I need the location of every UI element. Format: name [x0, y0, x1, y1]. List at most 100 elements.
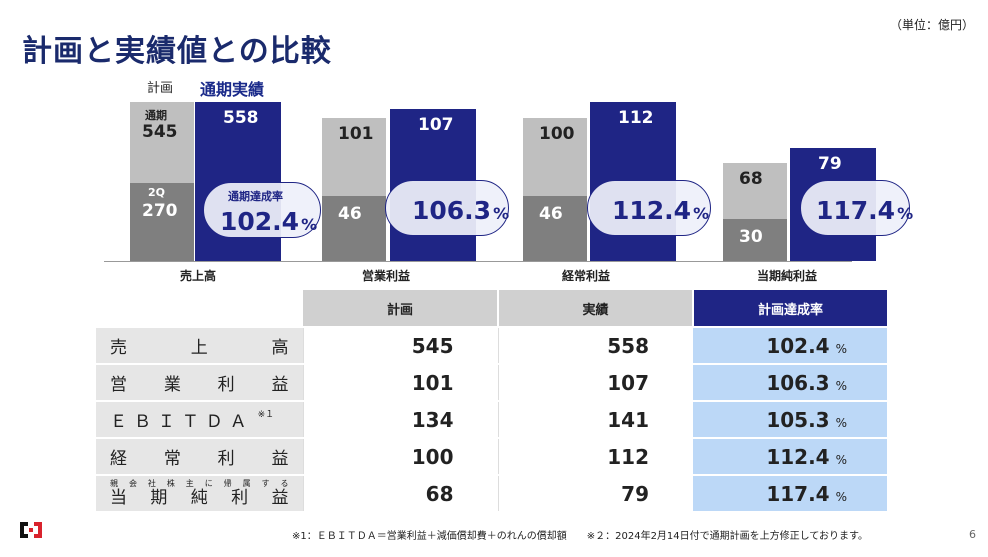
plan-value: 68	[739, 169, 763, 189]
row-label-text: 経常利益	[110, 444, 289, 469]
label-char: 株	[166, 478, 175, 488]
actual-value: 558	[223, 108, 259, 128]
row-label-text: 売上高	[110, 333, 289, 358]
row-label: 経常利益	[96, 438, 303, 476]
category-label: 営業利益	[361, 269, 410, 283]
label-char: 属	[242, 478, 251, 488]
label-char: す	[261, 478, 270, 488]
footnote: ※1：ＥＢＩＴＤＡ＝営業利益＋減価償却費＋のれんの償却額 ※２：2024年2月1…	[292, 531, 869, 542]
label-char: Ｂ	[133, 412, 151, 432]
label-char: 高	[271, 338, 289, 358]
comparison-table: 計画 実績 計画達成率 売上高 545 558 102.4% 営業利益 101 107 106…	[96, 290, 887, 513]
label-char: に	[204, 478, 213, 488]
plan-bar	[130, 102, 194, 183]
plan-2q-value: 46	[338, 204, 362, 224]
label-char: 期	[150, 487, 168, 508]
label-char: 上	[190, 338, 208, 358]
legend-plan: 計画	[147, 81, 174, 96]
percent-sign: %	[835, 415, 847, 430]
logo-mark-icon	[20, 522, 42, 538]
achievement-pill	[203, 182, 321, 238]
actual-cell: 112	[497, 438, 693, 476]
rate-cell: 112.4%	[693, 438, 887, 476]
rate-number: 106.3	[412, 196, 492, 225]
plan-2q-value: 46	[539, 204, 563, 224]
label-char: Ｉ	[157, 412, 175, 432]
actual-cell: 141	[497, 401, 693, 439]
plan-value: 100	[539, 124, 575, 144]
rate-cell: 106.3%	[693, 364, 887, 402]
category-label: 経常利益	[561, 269, 610, 283]
table-header-row: 計画 実績 計画達成率	[96, 290, 887, 328]
category-label: 売上高	[179, 269, 216, 283]
table-row: 営業利益 101 107 106.3%	[96, 364, 887, 402]
plan-value: 545	[142, 122, 178, 142]
rate-cell: 117.4%	[693, 475, 887, 513]
label-char: 親	[110, 478, 118, 488]
footnote-ref: ※１	[257, 410, 275, 420]
label-char: 当	[110, 487, 127, 508]
label-char: 主	[185, 478, 194, 488]
label-char: 経	[110, 449, 127, 469]
rate-number: 106.3	[766, 370, 830, 395]
legend-actual: 通期実績	[200, 80, 265, 99]
label-char: 益	[271, 487, 289, 508]
achievement-rate: 112.4%	[612, 196, 709, 225]
category-label: 当期純利益	[756, 269, 817, 283]
table-header-plan: 計画	[303, 290, 499, 328]
rate-number: 117.4	[816, 196, 896, 225]
table-header-blank	[96, 290, 303, 328]
achievement-pill	[587, 180, 711, 236]
table-row: 経常利益 100 112 112.4%	[96, 438, 887, 476]
label-char: 業	[163, 375, 181, 395]
rate-number: 105.3	[766, 407, 830, 432]
actual-cell: 107	[497, 364, 693, 402]
label-char: 社	[147, 478, 156, 488]
plan-full-year-label: 通期	[145, 109, 167, 122]
rate-number: 102.4	[766, 333, 830, 358]
label-char: 利	[231, 487, 249, 508]
label-char: 利	[217, 375, 235, 395]
plan-cell: 134	[302, 401, 498, 439]
label-char: 常	[163, 449, 181, 469]
rate-number: 112.4	[766, 444, 830, 469]
achievement-rate: 102.4%	[220, 207, 317, 236]
row-label: 売上高	[96, 327, 303, 365]
chart-baseline	[104, 261, 852, 262]
actual-value: 112	[618, 108, 654, 128]
percent-sign: %	[835, 378, 847, 393]
row-label-text: 当期純利益	[110, 487, 289, 508]
row-label-prefix: 親会社株主に帰属する	[110, 478, 289, 489]
achievement-rate: 117.4%	[816, 196, 913, 225]
table-row: 売上高 545 558 102.4%	[96, 327, 887, 365]
actual-cell: 558	[497, 327, 693, 365]
plan-2q-bar	[322, 196, 386, 261]
plan-2q-bar	[130, 183, 194, 261]
percent-sign: %	[301, 215, 318, 234]
percent-sign: %	[897, 204, 914, 223]
row-label-text: 営業利益	[110, 370, 289, 395]
percent-sign: %	[835, 341, 847, 356]
label-char: Ａ	[229, 412, 247, 432]
label-char: 会	[128, 478, 137, 488]
row-label: 親会社株主に帰属する当 期 純 利 益	[96, 475, 303, 513]
plan-cell: 101	[302, 364, 498, 402]
label-char: 営	[110, 375, 127, 395]
label-char: る	[280, 478, 289, 488]
plan-2q-label: 2Q	[148, 186, 166, 199]
actual-cell: 79	[497, 475, 693, 513]
plan-2q-bar	[523, 196, 587, 261]
percent-sign: %	[835, 452, 847, 467]
actual-value: 79	[818, 154, 842, 174]
plan-bar	[322, 118, 386, 196]
label-char: Ｅ	[110, 412, 127, 432]
page-title: 計画と実績値との比較	[22, 34, 332, 69]
achievement-pill	[385, 180, 509, 236]
achievement-caption: 通期達成率	[228, 190, 283, 203]
plan-2q-value: 30	[739, 227, 763, 247]
achievement-rate: 106.3%	[412, 196, 509, 225]
page-number: 6	[969, 528, 976, 541]
row-label-text: Ｅ Ｂ Ｉ Ｔ Ｄ Ａ ※１	[110, 407, 274, 432]
label-char: Ｄ	[205, 412, 223, 432]
plan-bar	[723, 163, 787, 219]
